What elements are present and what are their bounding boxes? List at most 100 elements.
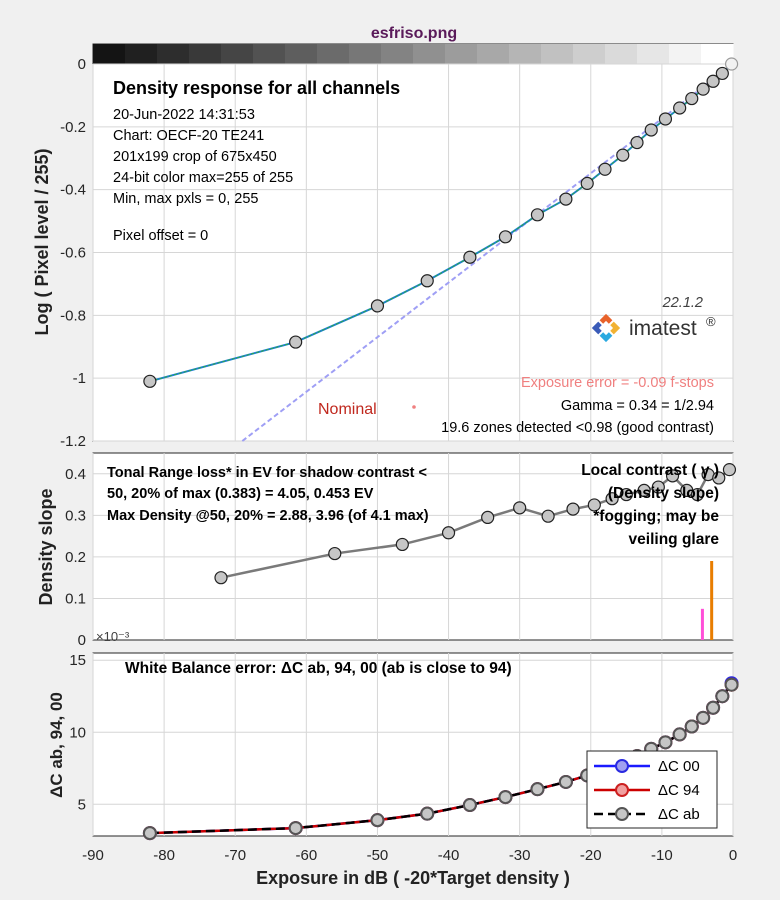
slope-series: [214, 463, 737, 585]
wb-point: [724, 677, 739, 692]
y-tick-label: -0.6: [60, 245, 86, 262]
y-tick-label: 0.3: [65, 507, 86, 524]
gray-step: [669, 44, 702, 64]
y-tick-label: 0.2: [65, 549, 86, 566]
wb-point: [530, 782, 545, 797]
wb-point: [706, 700, 721, 715]
registered-mark: ®: [706, 314, 716, 329]
gray-step: [125, 44, 158, 64]
gray-step: [221, 44, 254, 64]
gray-step: [285, 44, 318, 64]
legend-marker: [615, 759, 629, 773]
y-tick-label: -1.2: [60, 433, 86, 450]
gray-step: [253, 44, 286, 64]
right-label: veiling glare: [629, 531, 720, 548]
gray-step: [157, 44, 190, 64]
wb-point: [370, 813, 385, 828]
y-tick-label: 10: [69, 724, 86, 741]
exposure-error-label: Exposure error = -0.09 f-stops: [521, 375, 714, 391]
wb-grid: [92, 653, 734, 836]
density-point: [498, 230, 513, 244]
x-tick-label: -10: [651, 847, 673, 864]
x-tick-label: -70: [224, 847, 246, 864]
density-point: [580, 176, 594, 190]
density-slope-panel: 0 0.1 0.2 0.3 0.4 Tonal Range loss* in EV fo…: [65, 452, 737, 649]
density-point: [644, 123, 658, 137]
window-title: esfriso.png: [371, 25, 457, 42]
density-point: [630, 135, 644, 150]
density-panel-title: Density response for all channels: [113, 78, 400, 98]
density-point: [463, 250, 477, 264]
slope-point: [395, 537, 409, 552]
slope-point: [566, 502, 580, 516]
slope-point: [619, 487, 633, 502]
density-point: [559, 192, 573, 206]
nominal-marker: [412, 405, 416, 409]
wb-point: [696, 710, 711, 725]
y-tick-label: 15: [69, 652, 86, 669]
wb-point: [498, 790, 513, 805]
wb-point: [142, 826, 157, 841]
y-tick-label: 0.1: [65, 590, 86, 607]
slope-bars: [700, 561, 714, 640]
annotation-line: 50, 20% of max (0.383) = 4.05, 0.453 EV: [107, 486, 374, 502]
tonal-range-annotation: Tonal Range loss* in EV for shadow contr…: [107, 465, 429, 524]
density-point: [715, 66, 729, 81]
legend-marker: [615, 807, 629, 821]
slope-grid: [92, 453, 734, 640]
info-line: 20-Jun-2022 14:31:53: [113, 107, 255, 123]
x-tick-label: -90: [82, 847, 104, 864]
x-tick-label: -80: [153, 847, 175, 864]
legend-label: ΔC 94: [658, 782, 700, 799]
gray-step: [605, 44, 638, 64]
right-label: (Density slope): [608, 485, 719, 502]
density-point: [289, 335, 303, 349]
slope-point: [541, 509, 555, 523]
right-label: *fogging; may be: [593, 508, 719, 525]
density-response-panel: 0 -0.2 -0.4 -0.6 -0.8 -1 -1.2 Density response…: [60, 43, 739, 450]
wb-point: [684, 719, 699, 734]
density-point: [143, 374, 157, 388]
annotation-line: Tonal Range loss* in EV for shadow contr…: [107, 465, 427, 481]
y-tick-label: -0.8: [60, 307, 86, 324]
gray-step: [701, 44, 734, 64]
density-point: [658, 112, 673, 126]
density-point: [696, 82, 710, 96]
gray-step: [189, 44, 222, 64]
local-contrast-labels: Local contrast ( γ ) (Density slope) *fo…: [581, 462, 719, 548]
imatest-logo-text: imatest: [629, 317, 697, 340]
gray-step-strip: [93, 44, 734, 64]
info-line: Min, max pxls = 0, 255: [113, 191, 258, 207]
slope-point: [605, 492, 619, 506]
slope-point: [690, 487, 705, 502]
slope-point: [214, 571, 228, 585]
info-line: Chart: OECF-20 TE241: [113, 128, 264, 144]
wb-point: [420, 806, 435, 821]
zones-label: 19.6 zones detected <0.98 (good contrast…: [441, 420, 714, 436]
density-point: [598, 162, 612, 176]
slope-point: [651, 480, 665, 494]
wb-panel-title: White Balance error: ΔC ab, 94, 00 (ab i…: [125, 660, 512, 677]
x-axis-label: Exposure in dB ( -20*Target density ): [256, 868, 570, 888]
slope-point: [513, 501, 527, 515]
density-info-block: 20-Jun-2022 14:31:53 Chart: OECF-20 TE24…: [113, 107, 293, 244]
density-point: [420, 274, 434, 288]
wb-point: [658, 735, 673, 750]
density-series: [143, 57, 739, 388]
gray-step: [477, 44, 510, 64]
density-point: [616, 148, 630, 162]
gamma-label: Gamma = 0.34 = 1/2.94: [561, 398, 714, 414]
wb-y-ticks: 5 10 15: [69, 652, 86, 813]
legend-label: ΔC ab: [658, 806, 700, 823]
density-point: [370, 299, 385, 313]
y-tick-label: -0.2: [60, 119, 86, 136]
gray-step: [93, 44, 126, 64]
slope-point: [481, 510, 495, 525]
wb-y-label: ΔC ab, 94, 00: [47, 692, 66, 798]
x-tick-label: 0: [729, 847, 737, 864]
density-point: [530, 208, 545, 222]
wb-legend: ΔC 00 ΔC 94 ΔC ab: [586, 750, 718, 829]
density-y-label: Log ( Pixel level / 255): [32, 148, 52, 335]
gray-step: [413, 44, 446, 64]
